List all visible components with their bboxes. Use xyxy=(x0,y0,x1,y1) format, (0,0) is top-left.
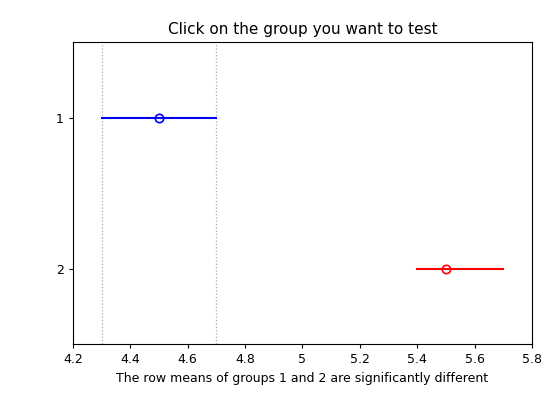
X-axis label: The row means of groups 1 and 2 are significantly different: The row means of groups 1 and 2 are sign… xyxy=(116,372,488,385)
Title: Click on the group you want to test: Click on the group you want to test xyxy=(167,22,437,37)
